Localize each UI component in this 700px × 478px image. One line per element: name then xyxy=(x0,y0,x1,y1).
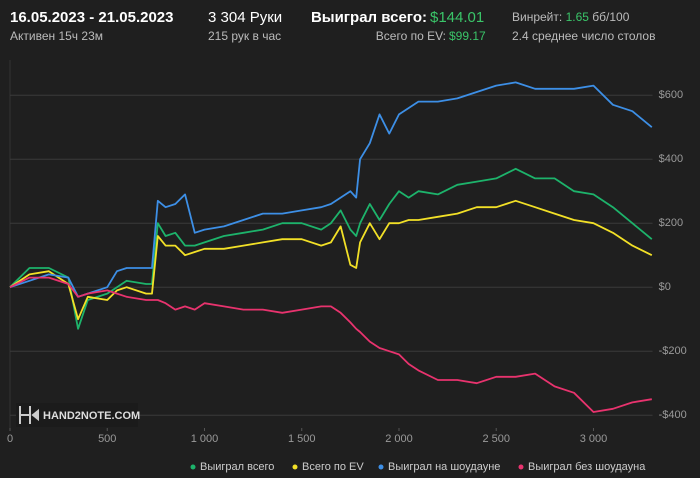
x-tick-label: 0 xyxy=(7,433,13,445)
x-tick-label: 1 000 xyxy=(191,433,219,445)
x-tick-label: 500 xyxy=(98,433,116,445)
legend-label: Выиграл всего xyxy=(200,461,274,473)
legend-dot xyxy=(190,464,196,470)
won-value: $144.01 xyxy=(430,9,484,26)
hands-per-hour: 215 рук в час xyxy=(208,29,281,43)
winrate-unit: бб/100 xyxy=(592,10,629,24)
legend-dot xyxy=(292,464,298,470)
x-tick-label: 2 500 xyxy=(482,433,510,445)
won-label: Выиграл всего: xyxy=(311,9,427,26)
legend-dot xyxy=(378,464,384,470)
legend-label: Выиграл без шоудауна xyxy=(528,461,646,473)
y-tick-label: $400 xyxy=(659,153,683,165)
series-line xyxy=(9,276,652,413)
hands: 3 304 Руки xyxy=(208,9,282,26)
series-line xyxy=(9,81,653,298)
x-tick-label: 2 000 xyxy=(385,433,413,445)
y-tick-label: $200 xyxy=(659,217,683,229)
x-tick-label: 1 500 xyxy=(288,433,316,445)
y-tick-label: $0 xyxy=(659,281,671,293)
winrate-value: 1.65 xyxy=(566,10,590,24)
series-line xyxy=(9,167,653,330)
watermark: HAND2NOTE.COM xyxy=(16,403,140,427)
ev-label: Всего по EV: xyxy=(376,29,446,43)
active-time: Активен 15ч 23м xyxy=(10,29,103,43)
legend-label: Выиграл на шоудауне xyxy=(388,461,500,473)
legend-dot xyxy=(518,464,524,470)
y-tick-label: -$400 xyxy=(659,409,687,421)
winrate-label: Винрейт: xyxy=(512,10,562,24)
winrate: Винрейт: 1.65 бб/100 xyxy=(512,10,630,24)
watermark-text: HAND2NOTE.COM xyxy=(43,410,140,422)
series-line xyxy=(9,199,653,321)
legend-label: Всего по EV xyxy=(302,461,364,473)
x-tick-label: 3 000 xyxy=(580,433,608,445)
y-tick-label: $600 xyxy=(659,89,683,101)
y-tick-label: -$200 xyxy=(659,345,687,357)
watermark-logo xyxy=(19,406,39,424)
ev-value: $99.17 xyxy=(449,29,486,43)
tables: 2.4 среднее число столов xyxy=(512,29,655,43)
dates: 16.05.2023 - 21.05.2023 xyxy=(10,9,173,26)
